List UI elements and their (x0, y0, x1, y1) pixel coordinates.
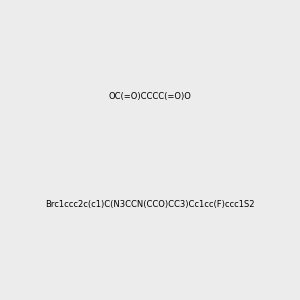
Text: Brc1ccc2c(c1)C(N3CCN(CCO)CC3)Cc1cc(F)ccc1S2: Brc1ccc2c(c1)C(N3CCN(CCO)CC3)Cc1cc(F)ccc… (45, 200, 255, 208)
Text: OC(=O)CCCC(=O)O: OC(=O)CCCC(=O)O (109, 92, 191, 100)
